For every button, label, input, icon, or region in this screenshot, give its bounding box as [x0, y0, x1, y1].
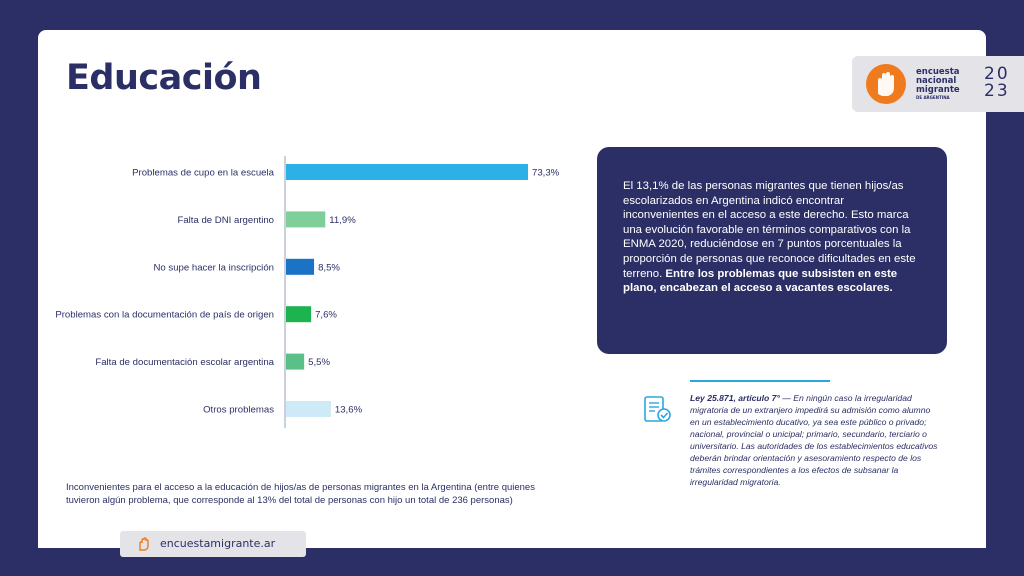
category-label-5: Otros problemas	[203, 405, 274, 416]
logo-line-3: migrante	[916, 85, 960, 95]
category-label-4: Falta de documentación escolar argentina	[95, 357, 274, 368]
law-body: — En ningún caso la irregularidad migrat…	[690, 393, 938, 487]
value-label-4: 5,5%	[308, 357, 330, 368]
category-label-3: Problemas con la documentación de país d…	[55, 310, 274, 321]
bar-0	[286, 164, 528, 180]
law-text: Ley 25.871, artículo 7° — En ningún caso…	[690, 392, 938, 488]
logo-year-top: 20	[984, 64, 1010, 84]
bar-5	[286, 401, 331, 417]
hands-logo-icon	[866, 64, 906, 104]
summary-text: El 13,1% de las personas migrantes que t…	[623, 180, 916, 280]
category-label-1: Falta de DNI argentino	[177, 215, 274, 226]
category-label-2: No supe hacer la inscripción	[153, 262, 274, 273]
page-title: Educación	[66, 58, 262, 98]
bar-1	[286, 211, 326, 228]
value-label-0: 73,3%	[532, 168, 560, 179]
value-label-2: 8,5%	[318, 262, 340, 273]
value-label-1: 11,9%	[329, 215, 356, 226]
website-badge[interactable]: encuestamigrante.ar	[120, 531, 306, 557]
summary-highlight: Entre los problemas que subsisten en est…	[623, 267, 898, 295]
bar-4	[286, 353, 305, 370]
summary-panel: El 13,1% de las personas migrantes que t…	[597, 147, 947, 354]
logo-line-4: DE ARGENTINA	[916, 95, 950, 100]
logo-year: 20 23	[984, 66, 1010, 100]
chart-caption: Inconvenientes para el acceso a la educa…	[66, 482, 535, 506]
logo-line-2: nacional	[916, 76, 957, 86]
logo-wordmark: encuesta nacional migrante DE ARGENTINA	[916, 67, 960, 101]
category-label-0: Problemas de cupo en la escuela	[132, 168, 275, 179]
website-link[interactable]: encuestamigrante.ar	[160, 537, 276, 550]
hand-icon	[139, 537, 149, 551]
bar-2	[286, 258, 315, 275]
value-label-5: 13,6%	[335, 405, 363, 416]
law-divider	[690, 380, 830, 382]
bar-3	[286, 306, 312, 323]
logo-year-bottom: 23	[984, 81, 1010, 101]
value-label-3: 7,6%	[315, 310, 337, 321]
document-check-icon	[644, 396, 671, 422]
logo-line-1: encuesta	[916, 67, 960, 77]
enma-logo: encuesta nacional migrante DE ARGENTINA …	[852, 56, 1024, 112]
law-reference: Ley 25.871, artículo 7°	[690, 393, 780, 403]
